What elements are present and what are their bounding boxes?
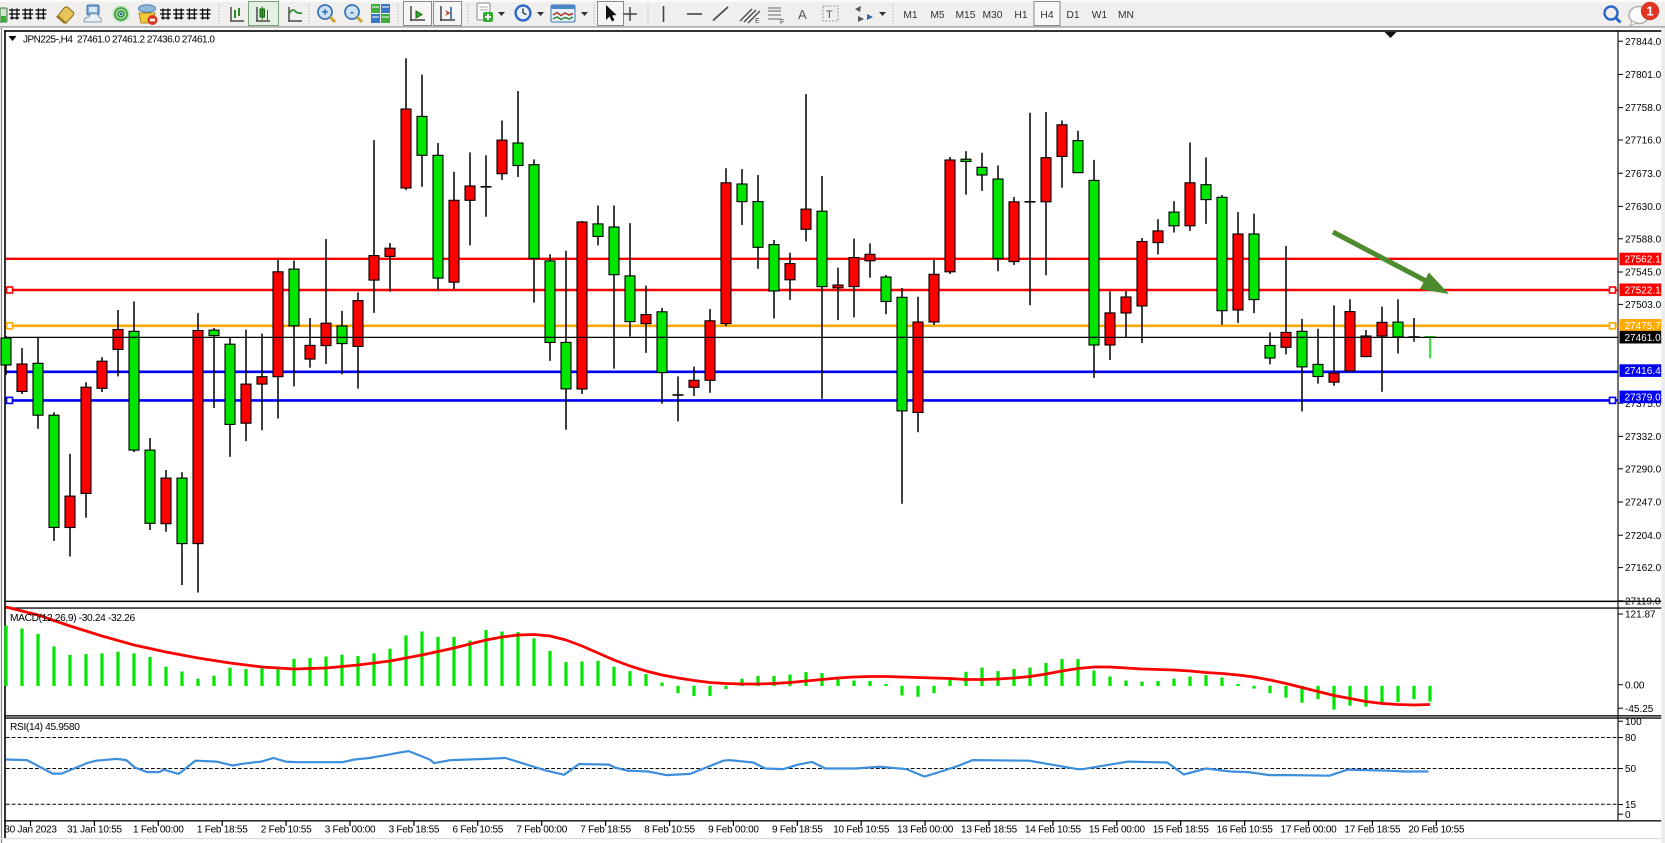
svg-text:9 Feb 18:55: 9 Feb 18:55 xyxy=(772,825,823,836)
svg-text:7 Feb 00:00: 7 Feb 00:00 xyxy=(516,825,567,836)
svg-text:100: 100 xyxy=(1625,717,1642,728)
svg-text:17 Feb 00:00: 17 Feb 00:00 xyxy=(1281,825,1338,836)
svg-text:F: F xyxy=(780,19,784,26)
svg-text:50: 50 xyxy=(1625,764,1637,775)
svg-text:27503.0: 27503.0 xyxy=(1625,300,1662,311)
svg-text:27290.0: 27290.0 xyxy=(1625,464,1662,475)
svg-text:A: A xyxy=(798,7,807,22)
svg-text:T: T xyxy=(826,9,833,21)
svg-text:27801.0: 27801.0 xyxy=(1625,70,1662,81)
svg-text:16 Feb 10:55: 16 Feb 10:55 xyxy=(1217,825,1274,836)
svg-text:+: + xyxy=(321,5,328,19)
svg-text:3 Feb 00:00: 3 Feb 00:00 xyxy=(325,825,376,836)
svg-text:27162.0: 27162.0 xyxy=(1625,563,1662,574)
svg-text:0: 0 xyxy=(1625,810,1631,821)
svg-text:27375.0: 27375.0 xyxy=(1625,399,1662,410)
svg-text:27379.0: 27379.0 xyxy=(1625,393,1662,404)
svg-text:31 Jan 10:55: 31 Jan 10:55 xyxy=(67,825,123,836)
svg-text:27758.0: 27758.0 xyxy=(1625,103,1662,114)
svg-text:-: - xyxy=(350,5,354,19)
svg-text:27475.7: 27475.7 xyxy=(1625,321,1662,332)
svg-text:3 Feb 18:55: 3 Feb 18:55 xyxy=(389,825,440,836)
svg-text:27673.0: 27673.0 xyxy=(1625,169,1662,180)
svg-text:10 Feb 10:55: 10 Feb 10:55 xyxy=(833,825,890,836)
svg-text:8 Feb 10:55: 8 Feb 10:55 xyxy=(644,825,695,836)
svg-text:27247.0: 27247.0 xyxy=(1625,498,1662,509)
svg-text:20 Feb 10:55: 20 Feb 10:55 xyxy=(1408,825,1465,836)
svg-text:M5: M5 xyxy=(930,10,945,21)
svg-text:15: 15 xyxy=(1625,800,1637,811)
svg-text:M30: M30 xyxy=(982,10,1002,21)
svg-text:27545.0: 27545.0 xyxy=(1625,268,1662,279)
svg-text:D1: D1 xyxy=(1066,10,1079,21)
svg-text:H4: H4 xyxy=(1040,10,1053,21)
svg-text:1: 1 xyxy=(1646,4,1653,19)
svg-text:27522.1: 27522.1 xyxy=(1625,285,1662,296)
svg-text:27716.0: 27716.0 xyxy=(1625,136,1662,147)
svg-text:27588.0: 27588.0 xyxy=(1625,234,1662,245)
svg-text:H1: H1 xyxy=(1014,10,1027,21)
svg-text:E: E xyxy=(755,18,760,25)
svg-text:-45.25: -45.25 xyxy=(1625,704,1654,715)
svg-text:MN: MN xyxy=(1118,10,1134,21)
svg-text:13 Feb 18:55: 13 Feb 18:55 xyxy=(961,825,1018,836)
svg-text:13 Feb 00:00: 13 Feb 00:00 xyxy=(897,825,954,836)
svg-text:0.00: 0.00 xyxy=(1625,680,1645,691)
svg-text:30 Jan 2023: 30 Jan 2023 xyxy=(4,825,57,836)
svg-text:1 Feb 00:00: 1 Feb 00:00 xyxy=(133,825,184,836)
svg-text:121.87: 121.87 xyxy=(1625,610,1656,621)
svg-text:2 Feb 10:55: 2 Feb 10:55 xyxy=(261,825,312,836)
svg-text:JPN225-,H4 27461.0 27461.2 27: JPN225-,H4 27461.0 27461.2 27436.0 27461… xyxy=(23,35,215,46)
svg-text:W1: W1 xyxy=(1092,10,1108,21)
svg-text:M15: M15 xyxy=(955,10,975,21)
svg-text:6 Feb 10:55: 6 Feb 10:55 xyxy=(452,825,503,836)
svg-text:27204.0: 27204.0 xyxy=(1625,531,1662,542)
svg-text:27119.0: 27119.0 xyxy=(1625,596,1661,607)
svg-text:M1: M1 xyxy=(903,10,918,21)
svg-text:MACD(12,26,9) -30.24 -32.26: MACD(12,26,9) -30.24 -32.26 xyxy=(10,613,135,624)
svg-text:RSI(14) 45.9580: RSI(14) 45.9580 xyxy=(10,722,80,733)
svg-text:27416.4: 27416.4 xyxy=(1625,366,1662,377)
svg-text:9 Feb 00:00: 9 Feb 00:00 xyxy=(708,825,759,836)
svg-text:7 Feb 18:55: 7 Feb 18:55 xyxy=(580,825,631,836)
svg-text:17 Feb 18:55: 17 Feb 18:55 xyxy=(1344,825,1401,836)
svg-text:80: 80 xyxy=(1625,733,1637,744)
svg-text:27562.1: 27562.1 xyxy=(1625,255,1662,266)
svg-text:14 Feb 10:55: 14 Feb 10:55 xyxy=(1025,825,1082,836)
svg-text:15 Feb 00:00: 15 Feb 00:00 xyxy=(1089,825,1146,836)
svg-text:1 Feb 18:55: 1 Feb 18:55 xyxy=(197,825,248,836)
svg-text:27844.0: 27844.0 xyxy=(1625,37,1662,48)
svg-text:15 Feb 18:55: 15 Feb 18:55 xyxy=(1153,825,1210,836)
svg-text:27461.0: 27461.0 xyxy=(1625,333,1662,344)
svg-text:27332.0: 27332.0 xyxy=(1625,432,1662,443)
svg-text:27630.0: 27630.0 xyxy=(1625,202,1662,213)
